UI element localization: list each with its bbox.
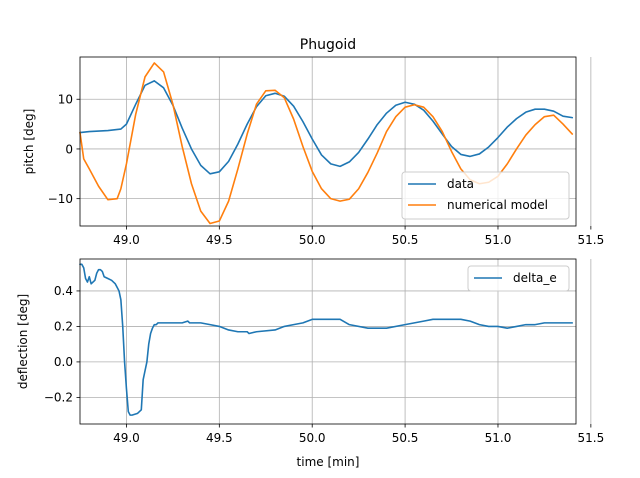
pitch-legend-label-model: numerical model [447, 198, 548, 212]
y-tick-label: 0.2 [54, 320, 73, 334]
pitch-legend-box [401, 171, 570, 220]
y-tick-label: 0.4 [54, 284, 73, 298]
pitch-chart-frame [79, 56, 577, 227]
series-line-data [79, 80, 574, 175]
deflection-chart-ylabel: deflection [deg] [16, 294, 30, 389]
pitch-chart-legend: data numerical model [401, 171, 570, 220]
x-tick-label: 50.5 [392, 233, 419, 247]
y-tick-label: 0.0 [54, 355, 73, 369]
deflection-chart-xticks: 49.0 49.5 50.0 50.5 51.0 51.5 [113, 424, 604, 445]
deflection-chart-legend: delta_e [467, 265, 570, 292]
series-line-delta-e [79, 263, 574, 416]
pitch-chart-title: Phugoid [300, 37, 356, 53]
pitch-chart: Phugoid 49.0 49.5 50.0 50.5 51.0 51.5 100−10 … [22, 37, 604, 247]
y-tick-label: −0.2 [44, 391, 73, 405]
x-tick-label: 50.0 [299, 431, 326, 445]
y-tick-label: 10 [58, 93, 73, 107]
pitch-chart-ylabel: pitch [deg] [22, 109, 36, 175]
pitch-chart-xticks: 49.0 49.5 50.0 50.5 51.0 51.5 [113, 226, 604, 247]
x-tick-label: 51.5 [578, 233, 605, 247]
x-tick-label: 51.0 [485, 431, 512, 445]
x-tick-label: 50.0 [299, 233, 326, 247]
y-tick-label: 0 [65, 142, 73, 156]
x-tick-label: 49.5 [206, 431, 233, 445]
deflection-chart: 49.0 49.5 50.0 50.5 51.0 51.5 0.4 0.2 0.0 −0.2 d… [16, 258, 604, 469]
pitch-chart-yticks: 10 0 −10 [48, 93, 80, 206]
x-tick-label: 49.0 [113, 233, 140, 247]
y-tick-label: −10 [48, 192, 73, 206]
x-tick-label: 51.0 [485, 233, 512, 247]
deflection-chart-yticks: 0.4 0.2 0.0 −0.2 [44, 284, 80, 405]
deflection-chart-lines [79, 263, 574, 416]
x-tick-label: 51.5 [578, 431, 605, 445]
deflection-legend-label: delta_e [513, 271, 557, 285]
deflection-chart-frame [79, 258, 577, 425]
deflection-chart-xlabel: time [min] [297, 455, 360, 469]
x-tick-label: 50.5 [392, 431, 419, 445]
x-tick-label: 49.0 [113, 431, 140, 445]
pitch-legend-label-data: data [447, 177, 474, 191]
deflection-legend-box [467, 265, 570, 292]
x-tick-label: 49.5 [206, 233, 233, 247]
